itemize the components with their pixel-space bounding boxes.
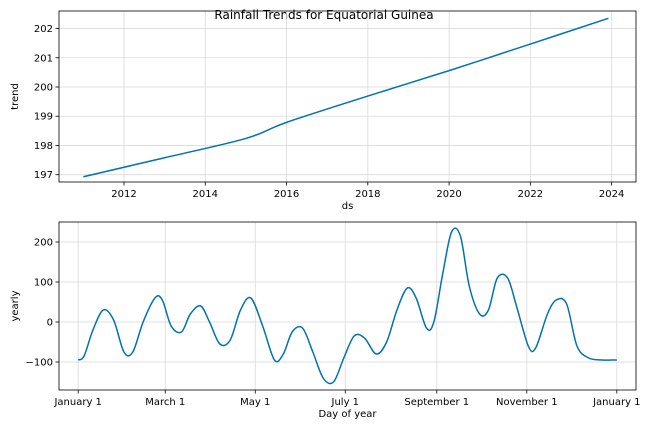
trend-y-tick-label: 197 [34,170,53,181]
yearly-grid [59,222,636,390]
yearly-x-tick-label: January 1 [53,397,101,408]
yearly-y-tick-label: 0 [47,318,53,329]
trend-grid [59,11,636,182]
yearly-y-tick-label: −100 [26,358,53,369]
chart-title: Rainfall Trends for Equatorial Guinea [214,8,433,22]
yearly-ticks: January 1 March 1 May 1 July 1 September 1 No… [26,238,641,409]
yearly-line [77,227,617,385]
trend-x-axis-label: ds [342,201,354,212]
trend-x-tick-label: 2012 [111,189,136,200]
trend-x-tick-label: 2018 [355,189,380,200]
trend-panel: 2012 2014 2016 2018 2020 2022 2024 197 198 199 200… [10,10,637,212]
trend-y-axis-label: trend [10,83,21,110]
yearly-x-tick-label: March 1 [145,397,185,408]
yearly-y-axis-label: yearly [10,290,21,321]
yearly-panel: January 1 March 1 May 1 July 1 September 1 No… [10,221,641,420]
trend-x-tick-label: 2024 [599,189,624,200]
trend-y-tick-label: 202 [34,24,53,35]
trend-line [83,17,609,178]
yearly-x-axis-label: Day of year [318,409,377,420]
trend-x-tick-label: 2020 [436,189,461,200]
yearly-x-tick-label: January 1 [592,397,640,408]
trend-y-tick-label: 201 [34,53,53,64]
trend-x-tick-label: 2014 [193,189,218,200]
yearly-x-tick-label: July 1 [331,397,360,408]
yearly-y-tick-label: 100 [34,278,53,289]
trend-y-tick-label: 200 [34,83,53,94]
trend-x-tick-label: 2016 [274,189,299,200]
trend-ticks: 2012 2014 2016 2018 2020 2022 2024 197 198 199 200… [34,24,624,200]
trend-axes-frame [58,10,637,183]
yearly-y-tick-label: 200 [34,238,53,249]
yearly-x-tick-label: May 1 [240,397,270,408]
trend-y-tick-label: 198 [34,141,53,152]
trend-y-tick-label: 199 [34,112,53,123]
yearly-axes-frame [58,221,637,391]
yearly-x-tick-label: September 1 [404,397,469,408]
trend-x-tick-label: 2022 [518,189,543,200]
yearly-x-tick-label: November 1 [496,397,558,408]
